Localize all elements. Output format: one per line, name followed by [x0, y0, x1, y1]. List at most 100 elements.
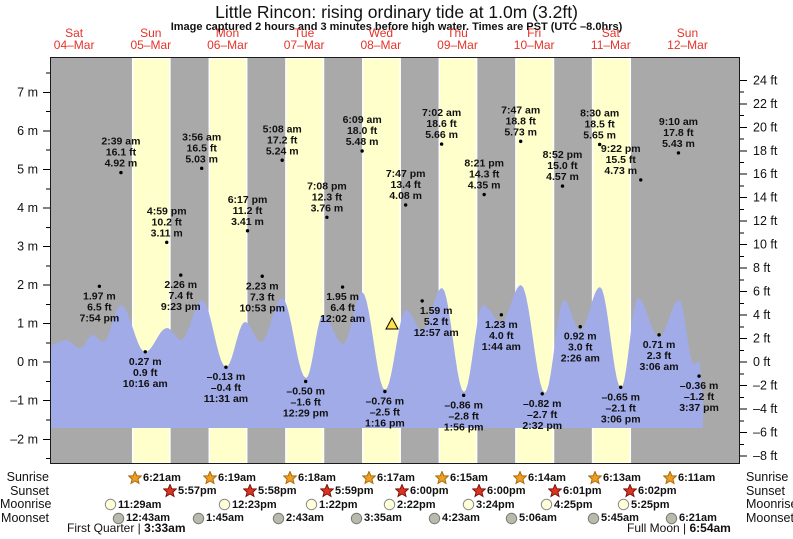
- tide-point-label-line: 0.9 ft: [133, 367, 158, 379]
- tide-point-label-line: 11.2 ft: [233, 205, 263, 217]
- left-axis-tick-label: 1 m: [17, 317, 38, 331]
- tide-point-label: –0.82 m –2.7 ft 2:32 pm: [522, 398, 562, 432]
- astro-row-label-right-sunset: Sunset: [746, 483, 785, 498]
- day-name: Tue: [294, 26, 315, 40]
- day-label: Sun 12–Mar: [649, 26, 725, 51]
- moonrise-icon: [617, 499, 630, 511]
- tide-point-label-line: 4.0 ft: [489, 330, 514, 342]
- tide-point-label-line: 8:52 pm: [543, 149, 583, 161]
- tide-point-label-line: 8:30 am: [580, 107, 619, 119]
- tide-point-dot: [439, 142, 444, 146]
- right-axis-tick-label: –4 ft: [753, 402, 778, 416]
- day-name: Wed: [368, 26, 394, 40]
- tide-point-label-line: 2.3 ft: [647, 350, 672, 362]
- moonrise-time: 5:25pm: [631, 498, 670, 511]
- tide-point-label-line: 16.5 ft: [187, 142, 218, 154]
- sunrise-entry: 6:13am: [587, 469, 641, 485]
- tide-point-label-line: 1.59 m: [420, 305, 453, 317]
- moonset-icon: [505, 512, 518, 524]
- tide-point-label-line: 3.0 ft: [568, 342, 593, 354]
- left-axis-tick-label: 7 m: [17, 85, 38, 99]
- tide-point-label: 0.92 m 3.0 ft 2:26 am: [561, 331, 600, 365]
- tide-point-label: 1.23 m 4.0 ft 1:44 am: [482, 319, 521, 353]
- tide-point-label-line: 7:08 pm: [307, 180, 347, 192]
- tide-point-label: 7:47 am 18.8 ft 5.73 m: [501, 104, 540, 138]
- moonrise-time: 2:22pm: [397, 498, 436, 511]
- tide-point-label: 9:22 pm 15.5 ft 4.73 m: [601, 143, 641, 177]
- tide-point-dot: [697, 374, 701, 378]
- tide-point-label-line: –0.13 m: [207, 371, 246, 383]
- moonrise-icon: [383, 499, 396, 511]
- tide-point-label: 5:08 am 17.2 ft 5.24 m: [263, 123, 302, 157]
- sunrise-entry: 6:15am: [434, 469, 488, 485]
- tide-point-dot: [179, 273, 183, 277]
- tide-point-label-line: 18.6 ft: [426, 118, 457, 130]
- tide-point-label-line: 18.5 ft: [584, 118, 615, 130]
- sunrise-time: 6:15am: [450, 471, 488, 484]
- page-title: Little Rincon: rising ordinary tide at 1…: [215, 2, 578, 22]
- tide-curve-area: [50, 285, 703, 428]
- moon-phase-name: First Quarter |: [67, 521, 145, 535]
- tide-point-label-line: 3.76 m: [311, 202, 344, 214]
- tide-point-label-line: –0.82 m: [523, 398, 562, 410]
- sunset-icon: [622, 483, 638, 498]
- tide-point-dot: [119, 170, 123, 175]
- moon-phase-note: First Quarter | 3:33am: [67, 521, 186, 535]
- left-axis-tick-label: 4 m: [17, 201, 38, 215]
- tide-point-label-line: 4.92 m: [105, 158, 138, 170]
- tide-point-label: –0.13 m –0.4 ft 11:31 am: [204, 371, 248, 405]
- day-date: 06–Mar: [207, 37, 248, 52]
- sunset-time: 6:01pm: [563, 485, 602, 498]
- tide-point-label-line: 1.97 m: [83, 290, 116, 302]
- day-name: Sun: [140, 26, 162, 40]
- day-label: Mon 06–Mar: [189, 27, 265, 52]
- tide-point-dot: [597, 142, 602, 147]
- left-axis-tick-label: 2 m: [17, 278, 38, 292]
- right-axis-tick-label: –6 ft: [753, 426, 778, 440]
- moonset-entry: 6:21am: [665, 510, 717, 524]
- moonrise-time: 4:25pm: [554, 498, 593, 511]
- tide-point-dot: [280, 158, 284, 162]
- astro-row-label-right-moonset: Moonset: [746, 510, 793, 525]
- moonset-entry: 2:43am: [272, 510, 324, 524]
- day-date: 08–Mar: [360, 37, 402, 52]
- tide-point-label-line: 7:47 am: [501, 104, 540, 116]
- tide-point-dot: [245, 229, 250, 233]
- moonset-time: 5:45am: [601, 512, 639, 525]
- day-date: 05–Mar: [130, 37, 172, 52]
- tide-point-label-line: 12:02 am: [320, 313, 365, 325]
- day-label: Thu 09–Mar: [419, 27, 495, 51]
- tide-point-label-line: 4.08 m: [389, 190, 422, 202]
- tide-point-label-line: –0.86 m: [444, 399, 483, 411]
- sunset-time: 5:59pm: [335, 485, 374, 498]
- tide-point-label: 4:59 pm 10.2 ft 3.11 m: [147, 205, 187, 239]
- day-name: Sun: [676, 26, 699, 40]
- day-name: Sat: [601, 26, 620, 40]
- tide-point-label-line: 1.95 m: [326, 291, 359, 303]
- sunrise-time: 6:17am: [377, 471, 415, 484]
- moon-phase-note: Full Moon | 6:54am: [627, 521, 731, 535]
- right-axis-tick-label: 24 ft: [753, 73, 778, 87]
- tide-point-label-line: –0.4 ft: [211, 382, 242, 394]
- moonset-entry: 4:23am: [428, 510, 480, 524]
- day-label: Sun 05–Mar: [113, 26, 189, 52]
- moonset-time: 6:21am: [679, 512, 717, 525]
- tide-point-dot: [560, 184, 565, 188]
- tide-point-dot: [420, 299, 424, 303]
- tide-point-dot: [676, 151, 681, 155]
- tide-point-label-line: 16.1 ft: [106, 147, 137, 159]
- tide-point-label-line: –2.1 ft: [606, 402, 637, 414]
- tide-point-label-line: 12:57 am: [414, 327, 459, 339]
- sunrise-entry: 6:14am: [512, 469, 566, 485]
- tide-point-label-line: 2:26 am: [561, 353, 600, 365]
- moonrise-time: 11:29am: [118, 498, 162, 511]
- sunset-icon: [394, 483, 410, 498]
- tide-point-label-line: 18.0 ft: [347, 125, 378, 137]
- right-axis-tick-label: 20 ft: [753, 120, 778, 134]
- tide-point-label: –0.76 m –2.5 ft 1:16 pm: [365, 395, 405, 429]
- tide-point-dot: [260, 274, 264, 278]
- day-name: Sat: [65, 26, 84, 40]
- tide-point-label-line: 1.23 m: [485, 319, 518, 331]
- tide-point-label-line: –1.2 ft: [684, 391, 715, 403]
